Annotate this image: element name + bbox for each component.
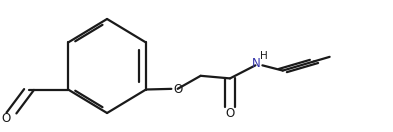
Text: O: O — [225, 107, 235, 119]
Text: N: N — [252, 57, 261, 70]
Text: O: O — [2, 112, 11, 125]
Text: H: H — [260, 51, 268, 62]
Text: O: O — [173, 83, 183, 96]
